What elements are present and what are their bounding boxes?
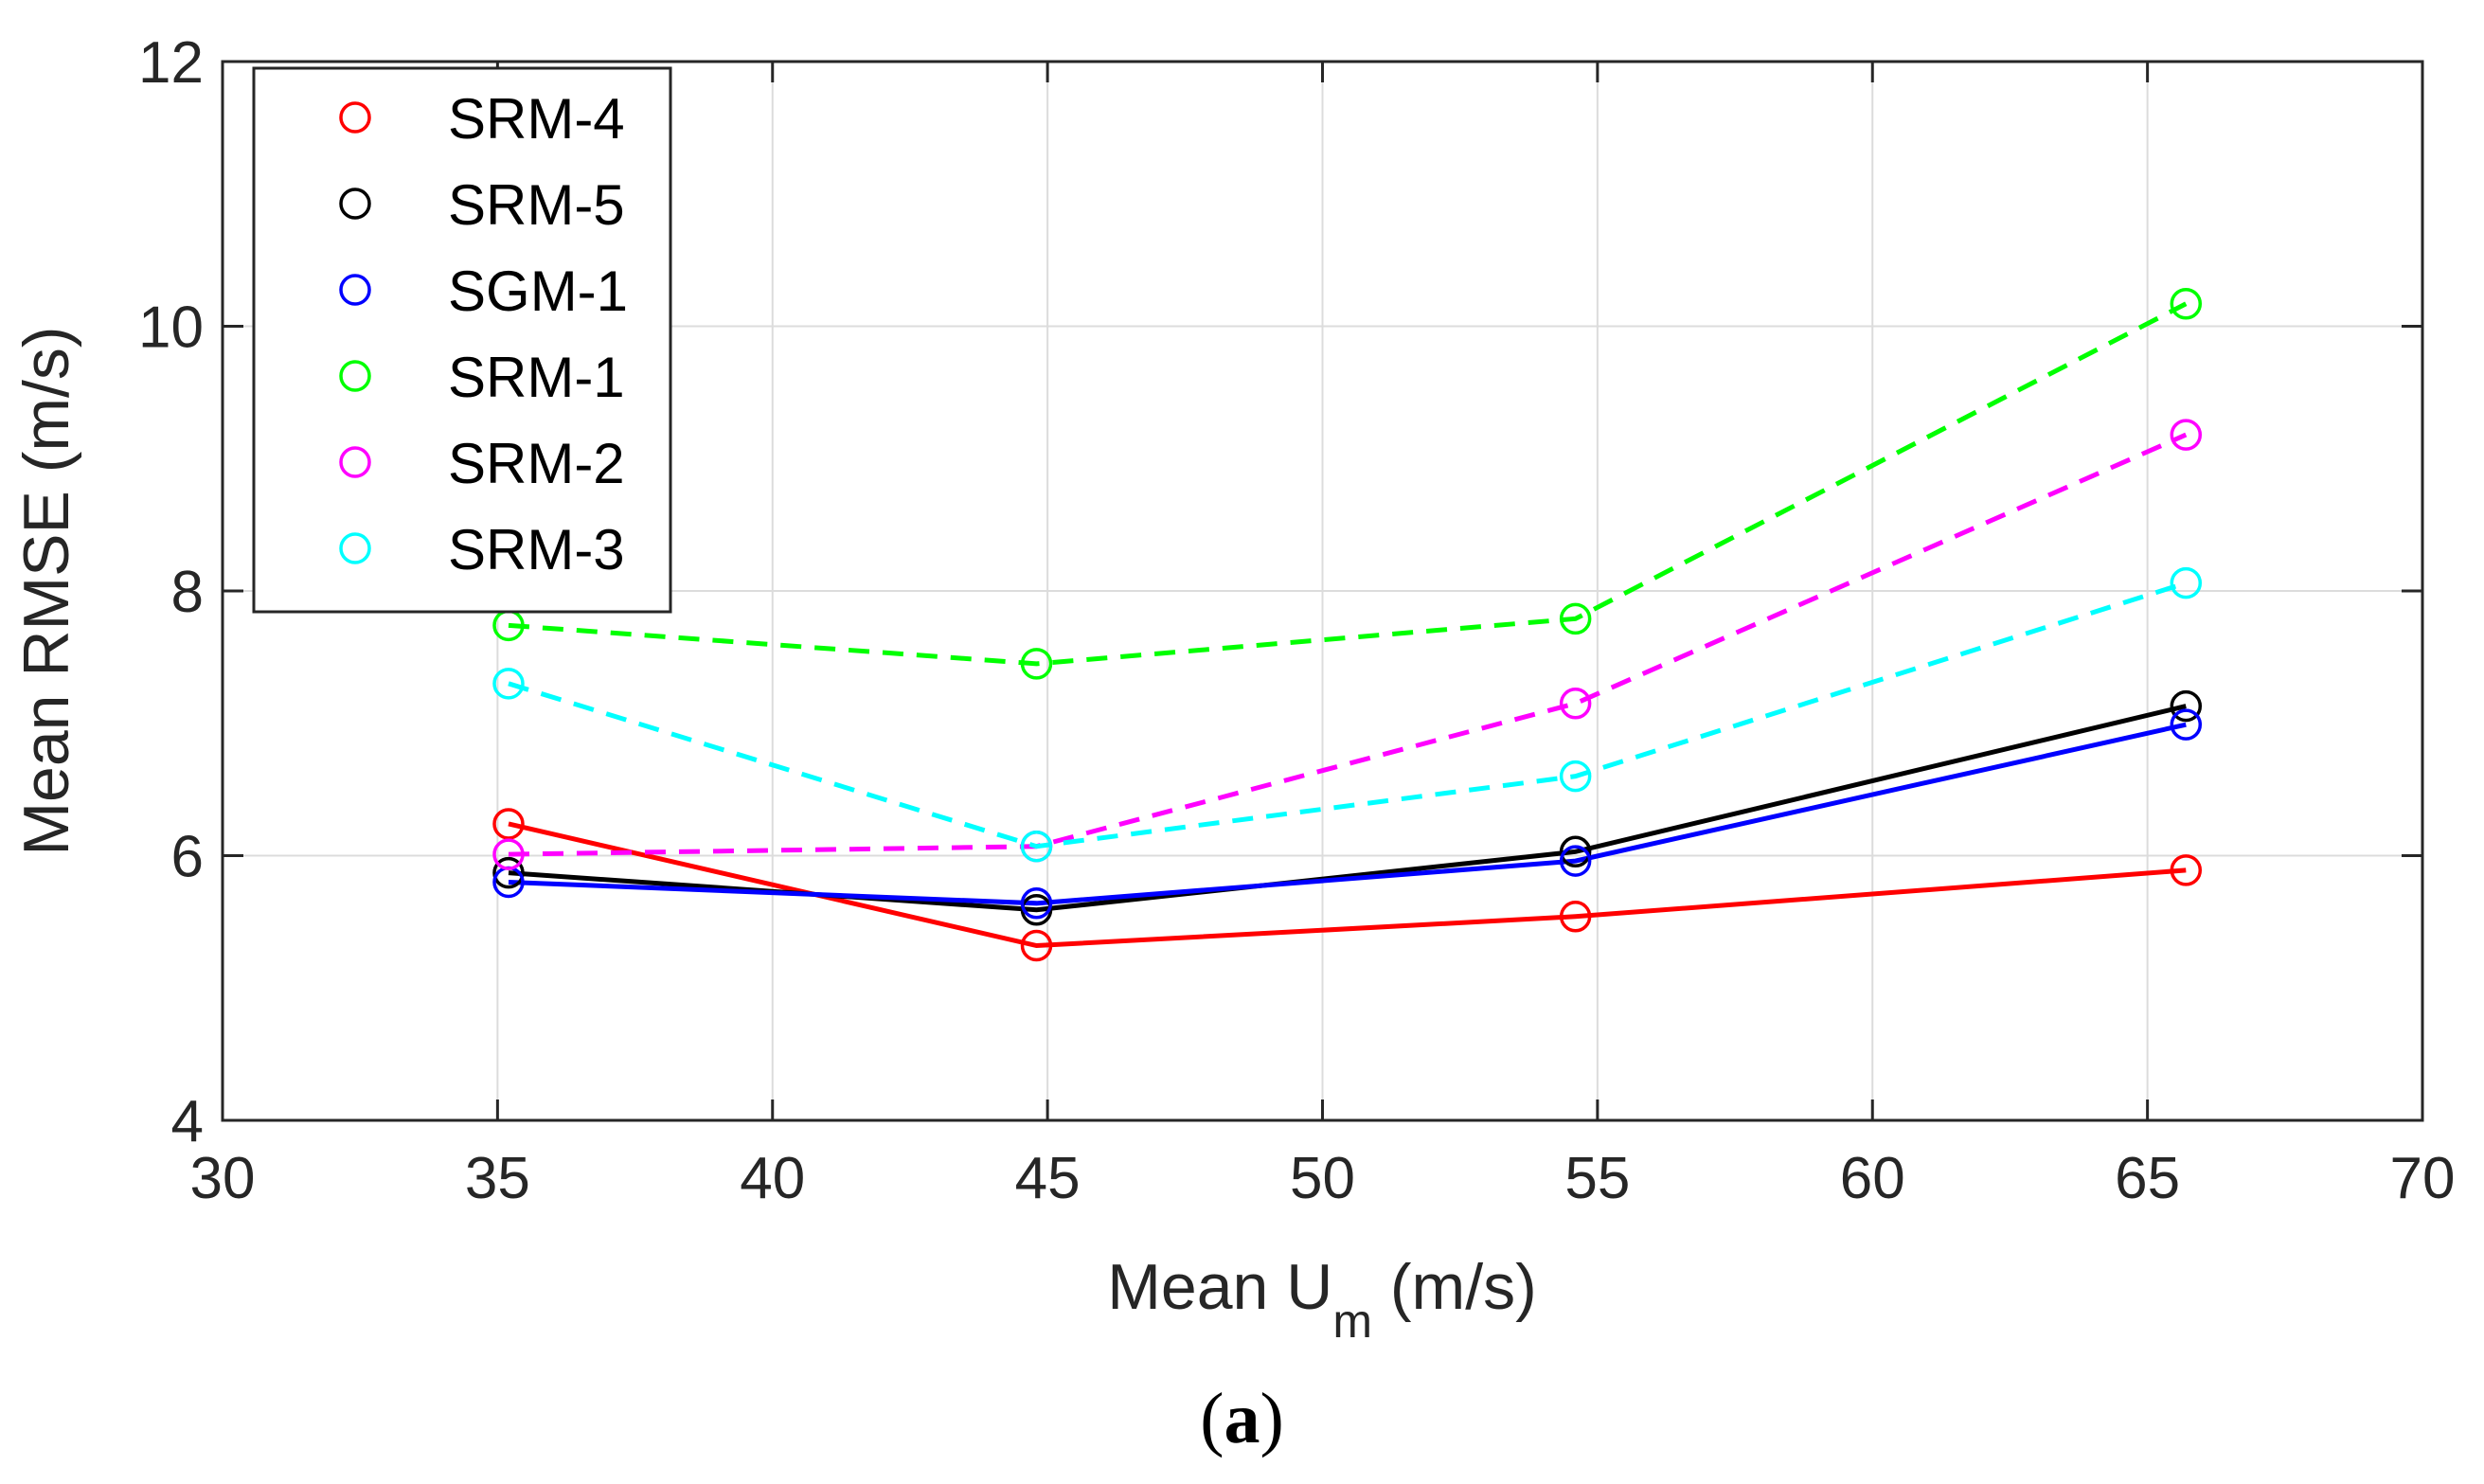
axis-ticks: 30 35 40 45 50 55 60 65 70 4 6 8 10 12 — [138, 30, 2455, 1211]
series-line-srm-3 — [508, 581, 2188, 849]
data-point-srm-3 — [2170, 566, 2203, 599]
legend-label-srm-2: SRM-2 — [448, 432, 625, 495]
x-tick-label: 35 — [465, 1146, 530, 1211]
data-point-srm-4 — [1559, 901, 1592, 933]
data-point-srm-2 — [2170, 419, 2203, 451]
legend-label-sgm-1: SGM-1 — [448, 259, 628, 323]
x-axis-label-subscript: m — [1332, 1295, 1372, 1348]
legend-label-srm-5: SRM-5 — [448, 173, 625, 237]
y-tick-label: 8 — [171, 560, 204, 625]
legend-marker-srm-4 — [339, 101, 371, 134]
legend-label-srm-3: SRM-3 — [448, 518, 625, 581]
caption-close-paren: ) — [1260, 1379, 1284, 1458]
data-point-srm-4 — [1020, 929, 1053, 962]
data-point-srm-1 — [1020, 648, 1053, 680]
grid-lines — [223, 62, 2422, 1120]
x-tick-label: 50 — [1290, 1146, 1355, 1211]
series-line-sgm-1 — [508, 722, 2187, 906]
legend: SRM-4 SRM-5 SGM-1 SRM-1 SRM-2 SRM-3 — [252, 66, 672, 614]
x-tick-label: 55 — [1564, 1146, 1630, 1211]
data-point-srm-4 — [2170, 854, 2203, 886]
y-tick-label: 12 — [138, 30, 204, 96]
y-axis-label: Mean RMSE (m/s) — [10, 326, 82, 855]
series-markers — [492, 287, 2203, 962]
legend-marker-srm-5 — [339, 188, 371, 220]
x-tick-label: 60 — [1840, 1146, 1905, 1211]
legend-marker-srm-3 — [339, 532, 371, 564]
caption-letter: a — [1224, 1379, 1260, 1458]
y-tick-label: 4 — [171, 1089, 204, 1154]
data-point-srm-5 — [2170, 689, 2203, 723]
x-tick-label: 40 — [740, 1146, 805, 1211]
data-point-srm-2 — [492, 838, 525, 870]
series-line-srm-4 — [508, 821, 2187, 949]
series-lines — [508, 301, 2188, 949]
data-point-sgm-1 — [1020, 887, 1053, 920]
x-tick-label: 45 — [1015, 1146, 1081, 1211]
x-tick-label: 70 — [2390, 1146, 2456, 1211]
data-point-srm-3 — [492, 668, 525, 700]
y-tick-label: 6 — [171, 825, 204, 890]
x-axis-label-main: Mean U — [1107, 1251, 1332, 1323]
series-line-srm-1 — [508, 301, 2188, 667]
figure-caption: (a) — [0, 1378, 2484, 1460]
data-point-srm-3 — [1559, 760, 1592, 793]
legend-marker-sgm-1 — [339, 274, 371, 306]
x-axis-label: Mean Um (m/s) — [1107, 1251, 1536, 1348]
x-axis-label-unit: (m/s) — [1372, 1251, 1537, 1323]
data-point-srm-1 — [2170, 287, 2203, 320]
legend-marker-srm-1 — [339, 360, 371, 392]
caption-open-paren: ( — [1200, 1379, 1224, 1458]
data-point-srm-4 — [492, 808, 525, 840]
data-point-srm-2 — [1559, 688, 1592, 720]
data-point-sgm-1 — [1559, 845, 1592, 877]
data-point-srm-3 — [1020, 830, 1053, 863]
legend-label-srm-1: SRM-1 — [448, 346, 625, 409]
y-tick-label: 10 — [138, 295, 204, 361]
data-point-srm-5 — [492, 856, 525, 889]
legend-label-srm-4: SRM-4 — [448, 87, 625, 151]
data-point-srm-5 — [1559, 835, 1592, 868]
data-point-srm-1 — [1559, 602, 1592, 635]
x-tick-label: 30 — [190, 1146, 256, 1211]
x-tick-label: 65 — [2115, 1146, 2180, 1211]
data-point-sgm-1 — [2170, 708, 2203, 741]
legend-marker-srm-2 — [339, 446, 371, 478]
legend-box — [252, 66, 672, 614]
